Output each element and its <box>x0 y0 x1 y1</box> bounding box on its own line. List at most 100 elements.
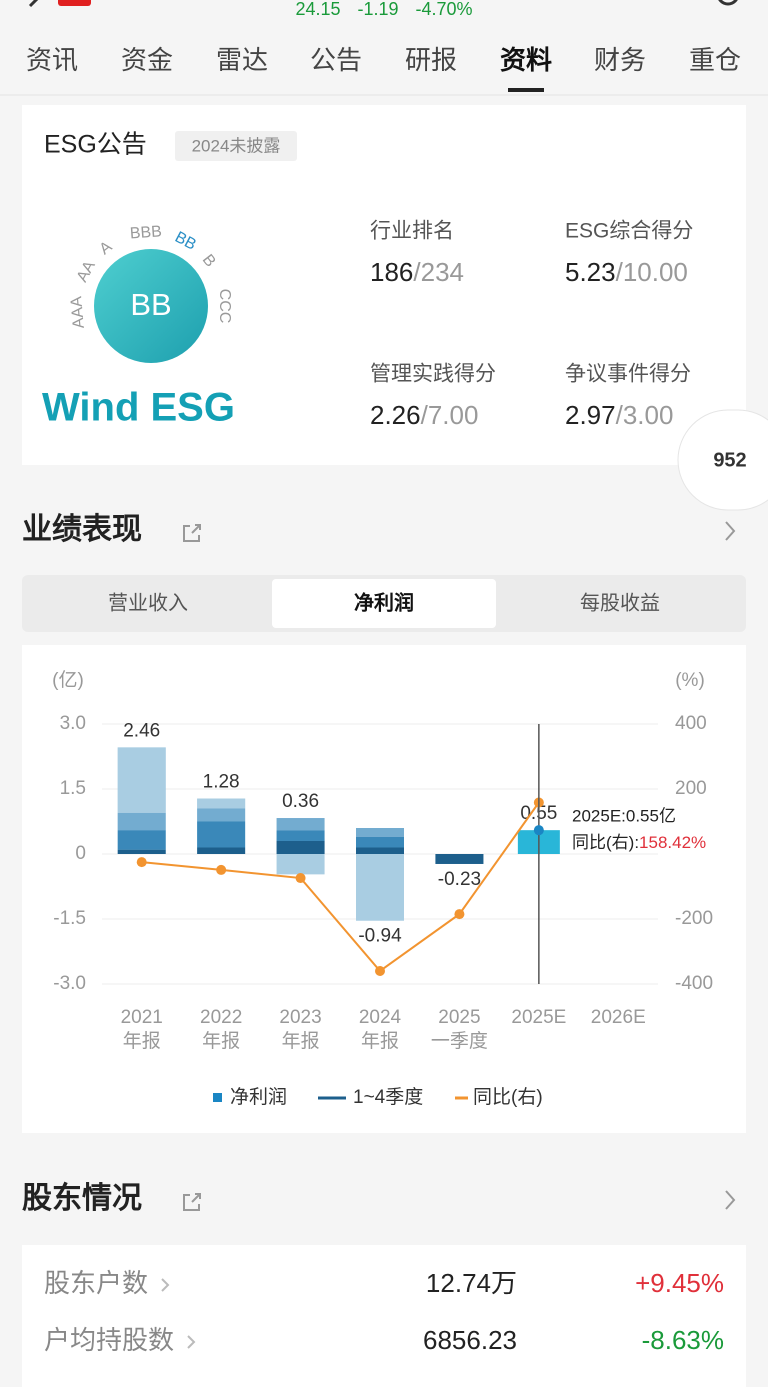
yoy-point <box>295 873 306 884</box>
metric-label: ESG综合得分 <box>565 220 693 243</box>
segment-active <box>272 579 496 628</box>
metric-value: 2.26/7.00 <box>370 400 478 430</box>
y-tick-label: 3.0 <box>60 713 86 734</box>
yoy-point <box>375 966 385 976</box>
quarter-segment <box>197 808 246 822</box>
x-tick-label: 2025 <box>438 1007 480 1028</box>
metric-max: /234 <box>413 257 464 287</box>
quarter-segment <box>117 849 166 854</box>
yoy-point <box>216 864 227 875</box>
share-icon[interactable] <box>183 524 201 542</box>
metric-value: 186/234 <box>370 257 464 287</box>
tooltip-row: 同比(右):158.42% <box>572 833 706 852</box>
rating-scale: BBB <box>129 223 162 242</box>
segment[interactable]: 每股收益 <box>580 591 660 614</box>
quarter-segment <box>356 836 404 848</box>
quarter-segment <box>356 828 404 837</box>
yoy-point <box>136 857 147 868</box>
x-tick-label: 2022 <box>200 1007 242 1028</box>
status-price: 24.15 <box>295 0 340 19</box>
tab-indicator <box>508 88 544 92</box>
search-icon[interactable] <box>718 0 738 6</box>
x-tick-label: 年报 <box>361 1030 399 1052</box>
row-label[interactable]: 户均持股数 <box>44 1325 174 1355</box>
rating: BB <box>130 287 171 322</box>
metric-max: /7.00 <box>421 400 479 430</box>
metric-label: 争议事件得分 <box>565 363 691 386</box>
quarter-segment <box>197 798 246 809</box>
status-change-pct: -4.70% <box>415 0 472 19</box>
tooltip-title: 2025E:0.55亿 <box>572 806 676 825</box>
x-tick-label: 年报 <box>202 1030 240 1052</box>
logo <box>58 0 91 6</box>
x-tick-label: 年报 <box>123 1030 161 1052</box>
rating-circle <box>94 249 208 363</box>
row-chevron <box>187 1335 196 1349</box>
shareholder-card <box>22 1245 746 1387</box>
y-tick-label: 0 <box>75 843 86 864</box>
y2-tick-label: -400 <box>675 973 713 994</box>
quarter-segment <box>276 818 325 831</box>
tab[interactable]: 研报 <box>405 45 457 75</box>
metric-label: 管理实践得分 <box>370 363 496 386</box>
quarter-segment <box>356 854 404 921</box>
metric-max: /3.00 <box>616 400 674 430</box>
x-tick-label: 年报 <box>282 1030 320 1052</box>
status-change: -1.19 <box>357 0 398 19</box>
share-icon[interactable] <box>183 1193 201 1211</box>
x-tick-label: 2025E <box>511 1007 566 1028</box>
segment[interactable]: 净利润 <box>354 590 414 614</box>
row-chevron <box>161 1278 170 1292</box>
quarter-segment <box>356 847 404 854</box>
metric-score: 2.26 <box>370 400 421 430</box>
metric-value: 5.23/10.00 <box>565 257 688 287</box>
y-tick-label: 1.5 <box>60 778 86 799</box>
rating-scale: AAA <box>68 295 88 329</box>
y2-tick-label: 200 <box>675 778 707 799</box>
data-label: -0.94 <box>358 926 402 947</box>
chevron[interactable] <box>725 521 736 541</box>
tab[interactable]: 重仓 <box>689 45 741 75</box>
tab[interactable]: 财务 <box>594 45 646 75</box>
y-tick-label: -1.5 <box>53 908 86 929</box>
row-value: 12.74万 <box>426 1268 517 1298</box>
tab[interactable]: 资讯 <box>26 45 78 75</box>
row-label[interactable]: 股东户数 <box>44 1268 148 1298</box>
data-label: 1.28 <box>203 772 240 793</box>
y2-tick-label: 400 <box>675 713 707 734</box>
data-label: -0.23 <box>438 869 481 890</box>
tab[interactable]: 资金 <box>121 45 173 75</box>
tab[interactable]: 雷达 <box>216 45 268 75</box>
metric-label: 行业排名 <box>370 220 454 243</box>
tooltip-value: 158.42% <box>639 833 706 852</box>
legend-label: 同比(右) <box>473 1086 543 1108</box>
tab[interactable]: 公告 <box>310 45 362 75</box>
row-change: -8.63% <box>642 1325 724 1355</box>
y-unit: (亿) <box>52 669 84 691</box>
back-icon[interactable] <box>28 0 40 8</box>
data-label: 2.46 <box>123 720 160 741</box>
segment[interactable]: 营业收入 <box>108 591 188 614</box>
yoy-line <box>141 801 540 973</box>
row-change: +9.45% <box>635 1268 724 1298</box>
tooltip-label: 同比(右): <box>572 833 639 852</box>
quarter-segment <box>117 830 166 850</box>
rating-scale: CCC <box>216 289 233 324</box>
quarter-segment <box>117 747 166 813</box>
x-tick-label: 2024 <box>359 1007 402 1028</box>
metric-score: 5.23 <box>565 257 616 287</box>
section-title: 股东情况 <box>22 1181 142 1215</box>
chevron[interactable] <box>725 1190 736 1210</box>
quarter-segment <box>276 854 325 875</box>
esg-title: ESG公告 <box>44 131 147 159</box>
yoy-point <box>454 909 465 920</box>
tab[interactable]: 资料 <box>500 45 552 75</box>
y2-unit: (%) <box>675 670 705 691</box>
x-tick-label: 一季度 <box>431 1030 488 1052</box>
esg-badge: 2024未披露 <box>192 136 281 155</box>
row-value: 6856.23 <box>423 1325 517 1355</box>
float-badge: 952 <box>713 449 746 471</box>
float-badge-bg[interactable] <box>677 409 768 511</box>
metric-value: 2.97/3.00 <box>565 400 673 430</box>
